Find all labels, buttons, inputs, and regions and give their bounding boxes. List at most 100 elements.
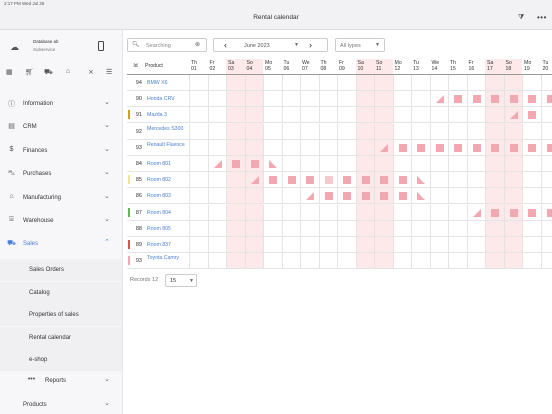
day-cell[interactable] [337, 253, 356, 270]
table-row[interactable]: 93 Toyota Camry [127, 253, 552, 270]
phone-icon[interactable] [98, 41, 104, 51]
day-cell[interactable] [503, 107, 523, 124]
product-link[interactable]: Room 801 [147, 161, 171, 167]
day-cell[interactable] [226, 123, 245, 140]
day-cell[interactable] [429, 156, 449, 172]
day-cell[interactable] [466, 172, 486, 189]
prev-month-icon[interactable]: ‹ [224, 40, 227, 50]
day-cell[interactable] [429, 75, 449, 91]
day-cell[interactable] [485, 220, 504, 237]
day-cell[interactable] [263, 75, 282, 91]
day-cell[interactable] [485, 139, 504, 156]
day-cell[interactable] [300, 220, 319, 237]
day-cell[interactable] [429, 91, 449, 108]
day-cell[interactable] [337, 220, 356, 237]
table-row[interactable]: 88 Room 805 [127, 220, 552, 237]
sidebar-item-information[interactable]: ⓘ Information ⌄ [0, 93, 122, 115]
booking-block[interactable] [232, 160, 240, 168]
day-cell[interactable] [189, 139, 208, 156]
day-cell[interactable] [355, 75, 375, 91]
day-cell[interactable] [522, 156, 541, 172]
day-cell[interactable] [281, 156, 301, 172]
day-cell[interactable] [448, 204, 467, 221]
day-cell[interactable] [392, 220, 412, 237]
sidebar-item-crm[interactable]: ▤ CRM ⌄ [0, 116, 122, 138]
day-cell[interactable] [244, 107, 264, 124]
day-cell[interactable] [448, 75, 467, 91]
sidebar-item-purchases[interactable]: ⛍ Purchases ⌄ [0, 163, 122, 185]
day-cell[interactable] [503, 156, 523, 172]
day-cell[interactable] [300, 253, 319, 270]
day-cell[interactable] [540, 237, 552, 253]
day-cell[interactable] [244, 237, 264, 253]
booking-start[interactable] [213, 160, 222, 168]
day-cell[interactable] [429, 220, 449, 237]
day-cell[interactable] [411, 204, 430, 221]
booking-block[interactable] [324, 176, 333, 185]
product-link[interactable]: Room 804 [147, 209, 171, 216]
booking-block[interactable] [491, 95, 499, 104]
day-cell[interactable] [355, 107, 375, 124]
table-row[interactable]: 93 Renault Fluence [127, 139, 552, 156]
day-cell[interactable] [281, 139, 301, 156]
booking-end[interactable] [417, 176, 425, 185]
product-link[interactable]: Room 802 [147, 177, 171, 184]
day-cell[interactable] [485, 75, 504, 91]
day-cell[interactable] [429, 204, 449, 221]
booking-end[interactable] [417, 192, 425, 201]
day-cell[interactable] [318, 172, 338, 189]
day-cell[interactable] [300, 107, 319, 124]
booking-block[interactable] [546, 208, 552, 217]
truck-icon[interactable]: ⛟ [44, 69, 53, 76]
booking-block[interactable] [509, 95, 518, 104]
sidebar-subitem-catalog[interactable]: Catalog [0, 281, 122, 304]
day-cell[interactable] [281, 91, 301, 108]
day-cell[interactable] [540, 75, 552, 91]
day-cell[interactable] [411, 188, 430, 205]
day-cell[interactable] [318, 123, 338, 140]
sidebar-item-reports[interactable]: ••• Reports ⌄ [0, 370, 122, 392]
day-cell[interactable] [244, 188, 264, 205]
day-cell[interactable] [411, 75, 430, 91]
day-cell[interactable] [281, 253, 301, 270]
booking-block[interactable] [528, 143, 536, 152]
search-input[interactable]: 🔍︎ Searching ⊗ [127, 38, 207, 52]
day-cell[interactable] [503, 139, 523, 156]
day-cell[interactable] [244, 172, 264, 189]
table-row[interactable]: 92 Mercedes S300 [127, 123, 552, 140]
day-cell[interactable] [540, 107, 552, 124]
day-cell[interactable] [540, 188, 552, 205]
day-cell[interactable] [392, 75, 412, 91]
day-cell[interactable] [337, 75, 356, 91]
day-cell[interactable] [281, 204, 301, 221]
booking-block[interactable] [250, 160, 259, 168]
day-cell[interactable] [281, 123, 301, 140]
day-cell[interactable] [411, 172, 430, 189]
day-cell[interactable] [355, 123, 375, 140]
day-cell[interactable] [522, 107, 541, 124]
day-cell[interactable] [318, 220, 338, 237]
day-cell[interactable] [374, 253, 393, 270]
booking-start[interactable] [380, 143, 388, 152]
day-cell[interactable] [244, 204, 264, 221]
product-link[interactable]: Room 837 [147, 242, 171, 248]
day-cell[interactable] [207, 156, 227, 172]
day-cell[interactable] [226, 156, 245, 172]
day-cell[interactable] [318, 237, 338, 253]
day-cell[interactable] [226, 220, 245, 237]
day-cell[interactable] [392, 139, 412, 156]
day-cell[interactable] [485, 204, 504, 221]
day-cell[interactable] [411, 91, 430, 108]
day-cell[interactable] [448, 172, 467, 189]
day-cell[interactable] [226, 253, 245, 270]
day-cell[interactable] [318, 139, 338, 156]
day-cell[interactable] [244, 253, 264, 270]
booking-start[interactable] [435, 95, 444, 104]
day-cell[interactable] [300, 75, 319, 91]
day-cell[interactable] [540, 220, 552, 237]
day-cell[interactable] [189, 91, 208, 108]
day-cell[interactable] [263, 204, 282, 221]
day-cell[interactable] [318, 253, 338, 270]
day-cell[interactable] [189, 237, 208, 253]
day-cell[interactable] [226, 75, 245, 91]
